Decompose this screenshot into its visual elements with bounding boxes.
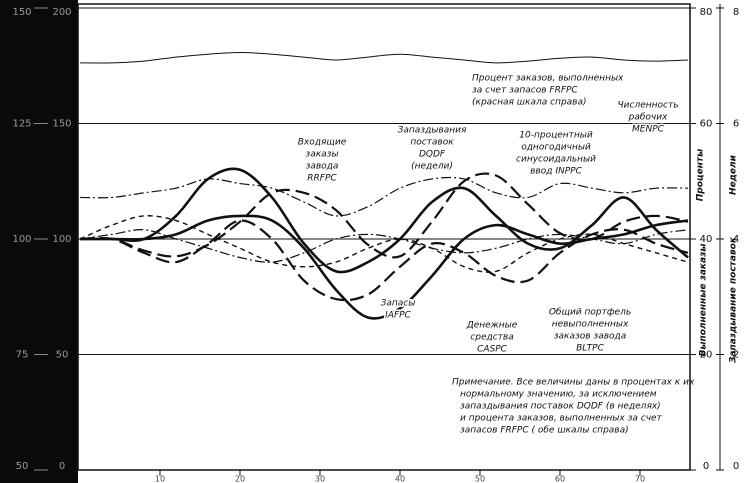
y-tick-label: 75 (16, 350, 29, 361)
annotation: завода (306, 162, 339, 172)
x-tick-label: 70 (635, 475, 645, 483)
y-tick-label: 0 (733, 461, 739, 472)
y-tick-label: 150 (52, 119, 71, 130)
left-band (0, 0, 78, 483)
note: Примечание. Все величины даны в процента… (452, 378, 695, 388)
y-tick-label: 50 (16, 461, 29, 472)
annotation: Денежные (466, 321, 518, 331)
annotation: Процент заказов, выполненных (472, 74, 624, 84)
series-line (79, 215, 689, 273)
annotation: Численность (617, 101, 678, 111)
axis-title: Выполненные заказы (699, 244, 709, 357)
annotation: CASPC (477, 345, 508, 355)
annotation: одногодичный (521, 143, 591, 153)
y-tick-label: 8 (733, 7, 739, 18)
y-tick-label: 100 (52, 234, 71, 245)
y-tick-label: 50 (56, 350, 69, 361)
annotation: ввод INPPC (530, 167, 582, 177)
y-tick-label: 40 (700, 234, 713, 245)
annotation: Запасы (381, 299, 416, 309)
annotation: (красная шкала справа) (472, 98, 587, 108)
x-tick-label: 40 (395, 475, 405, 483)
annotation: 10-процентный (519, 131, 593, 141)
y-tick-label: 2 (733, 350, 739, 361)
y-tick-label: 6 (733, 119, 739, 130)
axis-title: Проценты (696, 149, 706, 202)
x-tick-label: 50 (475, 475, 485, 483)
annotation: средства (470, 333, 513, 343)
x-tick-label: 60 (555, 475, 565, 483)
series-line (80, 167, 689, 274)
annotation: Запаздывания (398, 126, 467, 136)
note: запаздывания поставок DQDF (в неделях) (460, 402, 661, 412)
annotation: заказы (305, 150, 338, 160)
annotation: невыполненных (552, 320, 629, 330)
annotation: BLTPC (576, 344, 605, 354)
series-line (79, 51, 689, 64)
y-tick-label: 80 (700, 7, 713, 18)
annotation: заказов завода (554, 332, 627, 342)
x-tick-label: 20 (235, 475, 245, 483)
y-tick-label: 200 (52, 7, 71, 18)
annotation: IAFPC (385, 311, 411, 321)
note: и процента заказов, выполненных за счет (460, 414, 663, 424)
note: запасов FRFPC ( обе шкалы справа) (460, 426, 629, 436)
y-tick-label: 150 (12, 7, 31, 18)
annotation: поставок (410, 138, 454, 148)
y-tick-label: 20 (700, 350, 713, 361)
x-tick-label: 10 (155, 475, 165, 483)
annotation: рабочих (628, 113, 668, 123)
note: нормальному значению, за исключением (460, 390, 657, 400)
x-tick-label: 30 (315, 475, 325, 483)
y-tick-label: 0 (703, 461, 709, 472)
series-line (79, 172, 689, 259)
y-tick-label: 60 (700, 119, 713, 130)
annotation: RRFPC (307, 174, 337, 184)
series-line (80, 214, 689, 320)
annotation: (недели) (411, 162, 453, 172)
axis-title: Недели (729, 154, 739, 195)
annotation: за счет запасов FRFPC (472, 86, 578, 96)
y-tick-label: 0 (59, 461, 65, 472)
annotation: MENPC (632, 125, 665, 135)
axis-title: Запаздывание поставок (729, 236, 739, 363)
annotation: DQDF (419, 150, 446, 160)
series-line (79, 219, 689, 302)
series-line (79, 176, 689, 217)
annotation: синусоидальный (516, 155, 596, 165)
annotation: Общий портфель (549, 308, 631, 318)
annotation: Входящие (298, 138, 347, 148)
y-tick-label: 100 (12, 234, 31, 245)
y-tick-label: 4 (733, 234, 739, 245)
y-tick-label: 125 (12, 119, 31, 130)
